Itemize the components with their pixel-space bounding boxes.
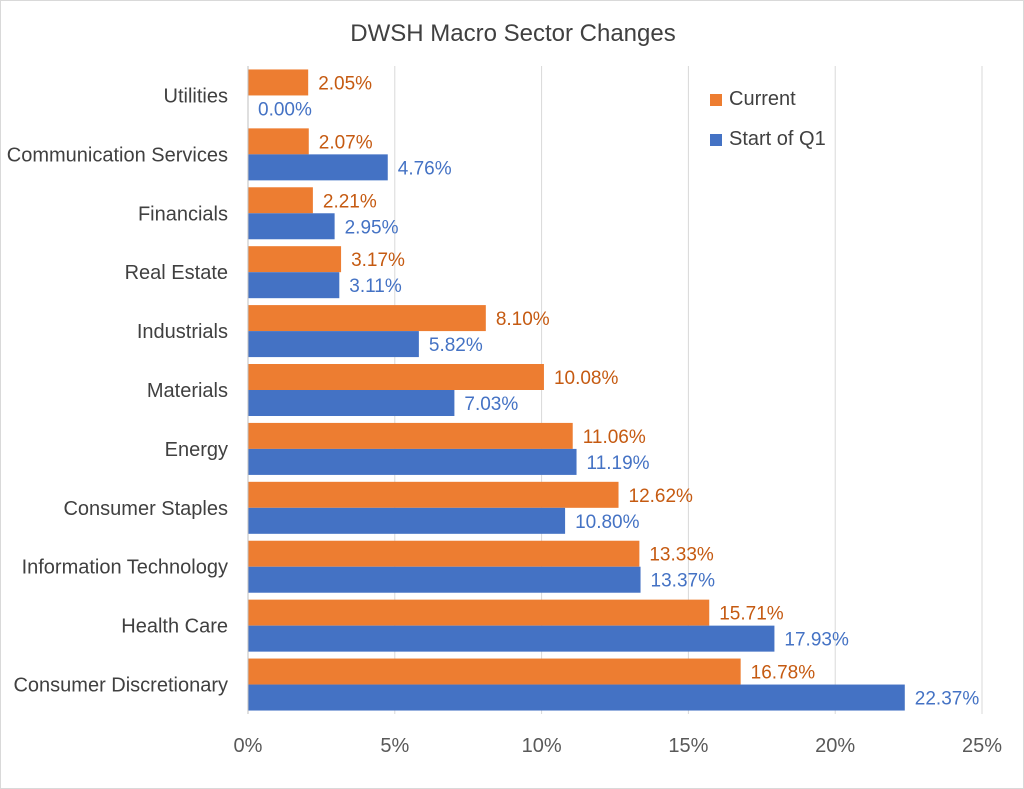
data-label: 13.37% [651, 571, 716, 592]
bar-current [248, 364, 544, 390]
data-label: 2.07% [319, 132, 373, 153]
bar-start-of-q1 [248, 566, 641, 593]
bar-current [248, 69, 309, 96]
category-label: Communication Services [7, 144, 228, 166]
bar-start-of-q1 [248, 331, 419, 358]
category-label: Consumer Discretionary [13, 675, 228, 697]
x-tick-label: 10% [522, 735, 562, 757]
category-label: Utilities [164, 85, 228, 107]
data-label: 11.06% [583, 427, 646, 448]
bar-current [248, 540, 640, 567]
bar-start-of-q1 [248, 507, 566, 534]
bar-current [248, 422, 573, 449]
data-label: 22.37% [915, 689, 980, 710]
bar-current [248, 599, 710, 626]
bar-current [248, 658, 741, 685]
data-label: 11.19% [587, 453, 650, 474]
bar-current [248, 128, 309, 155]
bar-start-of-q1 [248, 390, 455, 416]
x-tick-label: 5% [380, 735, 409, 757]
bar-current [248, 246, 342, 273]
data-label: 3.17% [351, 250, 405, 271]
legend: Current Start of Q1 [710, 88, 826, 150]
data-label: 12.62% [629, 486, 694, 507]
bar-current [248, 187, 313, 214]
x-tick-label: 20% [815, 735, 855, 757]
category-label: Materials [147, 380, 228, 402]
data-label: 5.82% [429, 335, 483, 356]
bar-start-of-q1 [248, 272, 340, 299]
x-tick-label: 25% [962, 735, 1002, 757]
data-label: 2.05% [318, 73, 372, 94]
category-label: Industrials [137, 321, 228, 343]
data-label: 7.03% [464, 394, 518, 415]
data-label: 10.08% [554, 368, 619, 389]
chart-title: DWSH Macro Sector Changes [350, 20, 675, 47]
legend-swatch [710, 134, 722, 146]
category-label: Energy [165, 439, 228, 461]
legend-label: Start of Q1 [729, 128, 826, 150]
data-label: 10.80% [575, 512, 640, 533]
bar-current [248, 481, 619, 508]
category-label: Information Technology [22, 557, 228, 579]
data-label: 3.11% [349, 276, 402, 297]
category-label: Real Estate [125, 262, 228, 284]
bar-start-of-q1 [248, 625, 775, 652]
axes: 0% 5% 10% 15% 20% 25% Utilities Communication S… [7, 66, 1002, 757]
legend-swatch [710, 94, 722, 106]
bar-start-of-q1 [248, 154, 388, 181]
legend-label: Current [729, 88, 796, 110]
bars [248, 69, 905, 711]
x-tick-label: 0% [234, 735, 263, 757]
bar-start-of-q1 [248, 448, 577, 475]
category-label: Consumer Staples [63, 498, 228, 520]
bar-start-of-q1 [248, 684, 905, 711]
data-label: 16.78% [751, 663, 816, 684]
bar-current [248, 305, 486, 332]
data-label: 8.10% [496, 309, 550, 330]
data-labels: 2.05% 0.00% 2.07% 4.76% 2.21% 2.95% 3.17% 3.11%… [258, 73, 979, 709]
x-tick-label: 15% [668, 735, 708, 757]
data-label: 2.21% [323, 191, 377, 212]
data-label: 15.71% [719, 604, 784, 625]
data-label: 2.95% [345, 217, 399, 238]
category-label: Financials [138, 203, 228, 225]
data-label: 17.93% [784, 630, 849, 651]
data-label: 0.00% [258, 99, 312, 120]
category-label: Health Care [121, 616, 228, 638]
data-label: 4.76% [398, 158, 452, 179]
data-label: 13.33% [649, 545, 714, 566]
bar-start-of-q1 [248, 213, 335, 240]
